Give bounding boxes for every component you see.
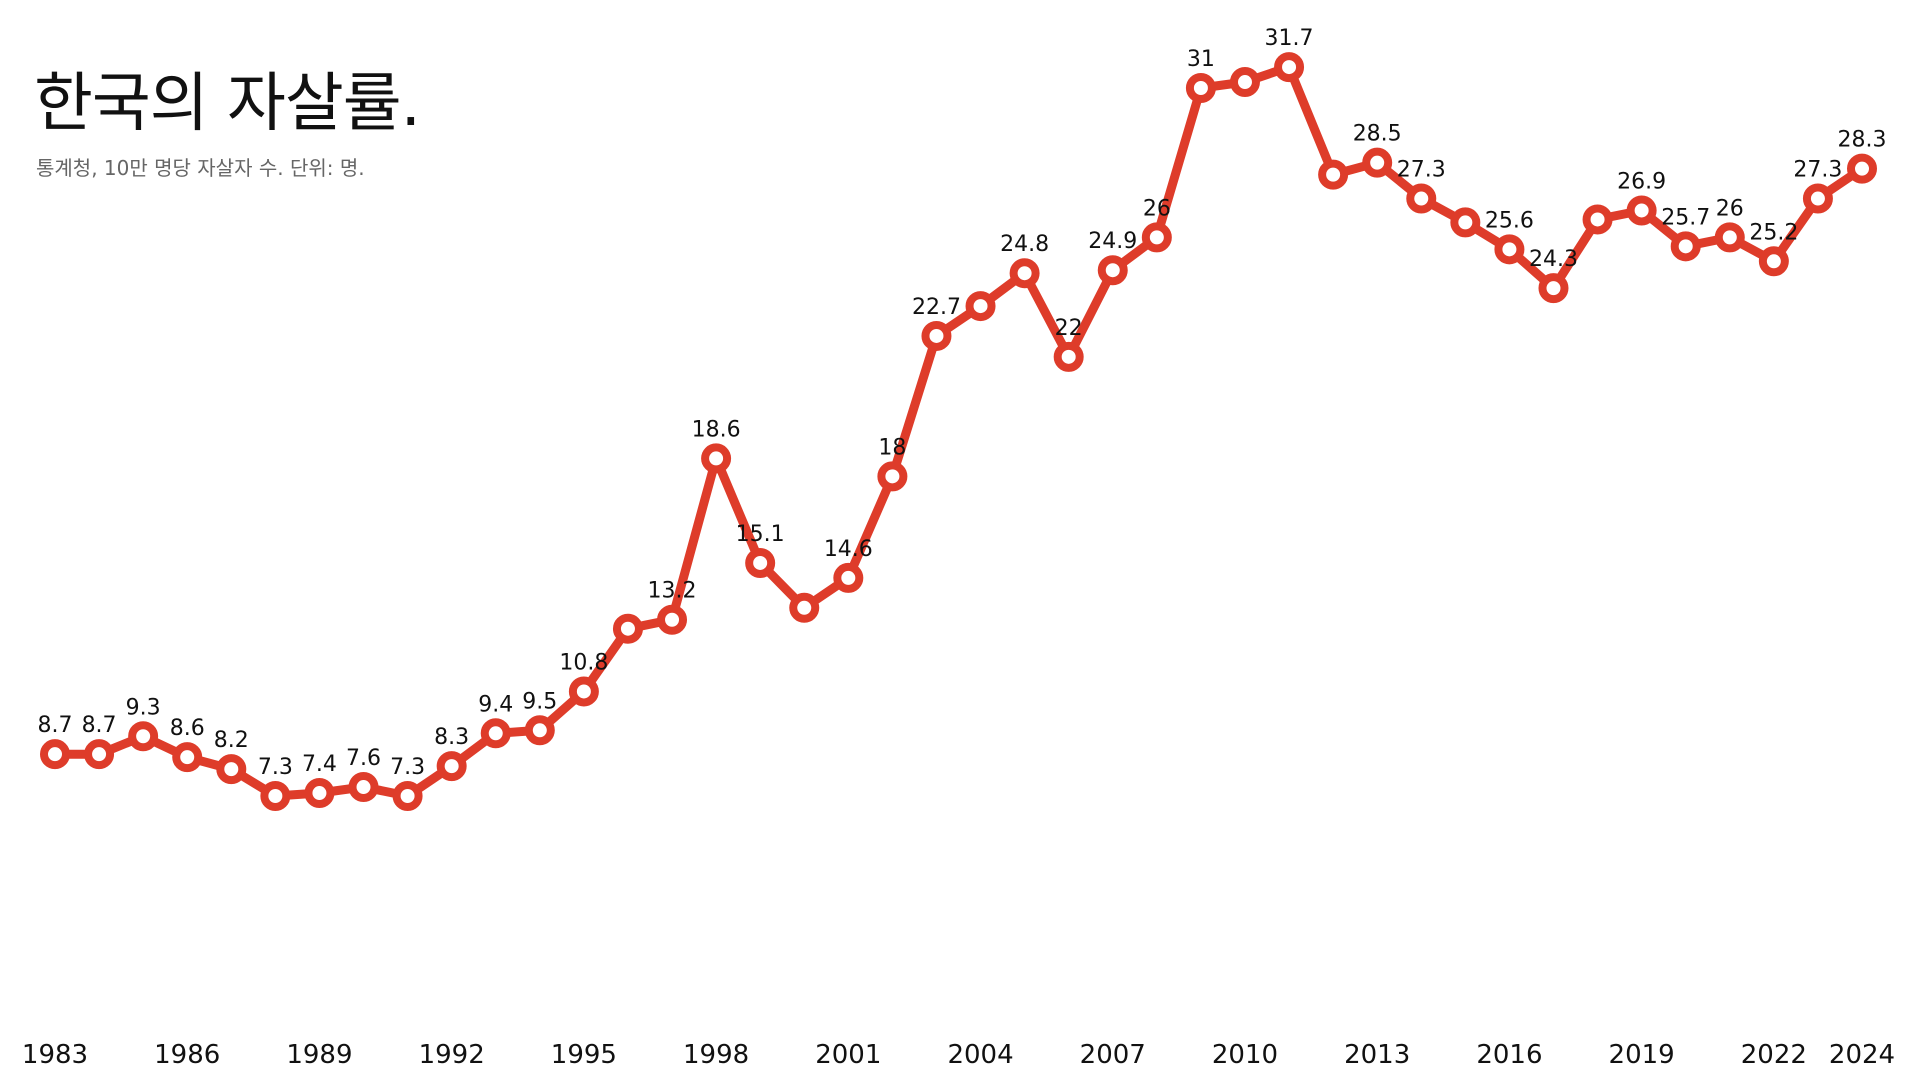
data-point-1984 [84,739,115,770]
data-point-1993 [480,718,511,749]
data-label-1989: 7.4 [302,752,337,777]
data-label-2020: 25.7 [1661,205,1710,230]
data-point-2001 [833,562,864,593]
data-point-1988 [260,781,291,811]
series-line [50,62,1867,801]
data-point-2006 [1053,341,1084,372]
data-labels: 8.7 8.7 9.3 8.6 8.2 7.3 7.4 7.6 7.3 8.3 9.4 9.510.8… [38,26,1887,780]
x-tick-2016: 2016 [1476,1040,1542,1070]
data-label-1997: 13.2 [648,579,697,604]
data-point-2010 [1229,67,1260,98]
data-label-1993: 9.4 [478,692,513,717]
data-label-1995: 10.8 [559,650,608,675]
data-label-1999: 15.1 [736,522,785,547]
x-tick-1983: 1983 [22,1040,88,1070]
data-label-2001: 14.6 [824,537,873,562]
data-point-2005 [1009,258,1040,289]
data-point-1983 [40,739,70,770]
data-point-2015 [1450,207,1481,238]
data-label-1994: 9.5 [522,689,557,714]
data-label-1987: 8.2 [214,728,249,753]
x-axis-ticks: 1983 1986 1989 1992 1995 1998 2001 2004 2007 2010… [22,1040,1895,1070]
data-point-2007 [1097,255,1128,286]
data-label-2021: 26 [1716,196,1744,221]
data-label-2023: 27.3 [1793,158,1842,183]
data-point-2018 [1582,204,1613,235]
data-label-1984: 8.7 [82,713,117,738]
data-point-2009 [1185,73,1216,103]
x-tick-1995: 1995 [551,1040,617,1070]
data-label-2007: 24.9 [1088,229,1137,254]
data-point-1991 [392,781,423,811]
data-point-1985 [128,721,159,752]
data-point-2021 [1714,222,1745,253]
data-label-1998: 18.6 [692,417,741,442]
data-point-1986 [172,742,203,773]
data-point-1996 [612,613,643,644]
data-label-2011: 31.7 [1265,26,1314,51]
x-tick-2019: 2019 [1609,1040,1675,1070]
x-tick-2024: 2024 [1829,1040,1895,1070]
series-markers [40,52,1877,811]
data-point-1990 [348,772,379,803]
data-label-1992: 8.3 [434,725,469,750]
data-point-2016 [1494,234,1525,265]
data-point-2024 [1847,153,1877,184]
x-tick-1992: 1992 [419,1040,485,1070]
x-tick-2007: 2007 [1080,1040,1146,1070]
data-point-2017 [1538,273,1569,304]
x-tick-2022: 2022 [1741,1040,1807,1070]
data-point-2023 [1802,183,1833,214]
chart-title: 한국의 자살률. [34,67,421,141]
data-point-2014 [1406,183,1437,214]
data-point-2011 [1274,52,1305,83]
data-label-2003: 22.7 [912,295,961,320]
x-tick-1989: 1989 [286,1040,352,1070]
data-label-2019: 26.9 [1617,169,1666,194]
data-label-2005: 24.8 [1000,232,1049,257]
data-point-1995 [568,676,599,707]
data-point-2020 [1670,231,1701,262]
data-point-1997 [657,604,688,635]
data-label-2008: 26 [1143,196,1171,221]
x-tick-1998: 1998 [683,1040,749,1070]
data-label-2009: 31 [1187,47,1215,72]
data-point-2008 [1141,222,1172,253]
data-point-2022 [1758,246,1789,277]
data-point-1999 [745,547,776,578]
data-point-2012 [1318,159,1349,190]
data-point-1987 [216,754,247,785]
data-label-1991: 7.3 [390,755,425,780]
data-point-2013 [1362,147,1393,178]
data-label-2006: 22 [1055,316,1083,341]
data-label-1986: 8.6 [170,716,205,741]
data-label-2016: 25.6 [1485,208,1534,233]
data-point-2003 [921,320,952,351]
chart-subtitle: 통계청, 10만 명당 자살자 수. 단위: 명. [36,156,365,180]
data-label-2014: 27.3 [1397,158,1446,183]
data-label-2022: 25.2 [1749,220,1798,245]
x-tick-2001: 2001 [815,1040,881,1070]
data-label-2013: 28.5 [1353,122,1402,147]
data-label-1983: 8.7 [38,713,73,738]
x-tick-2004: 2004 [947,1040,1013,1070]
x-tick-1986: 1986 [154,1040,220,1070]
data-point-1992 [436,751,467,782]
data-point-2004 [965,291,996,322]
data-point-1998 [701,443,732,474]
x-tick-2013: 2013 [1344,1040,1410,1070]
data-label-2017: 24.3 [1529,247,1578,272]
data-label-2024: 28.3 [1838,128,1887,153]
data-point-2000 [789,592,820,623]
data-label-1988: 7.3 [258,755,293,780]
data-label-1985: 9.3 [126,695,161,720]
data-point-1989 [304,778,335,809]
data-label-2002: 18 [878,435,906,460]
data-point-2002 [877,461,908,492]
data-label-1990: 7.6 [346,746,381,771]
data-point-1994 [524,715,555,746]
x-tick-2010: 2010 [1212,1040,1278,1070]
data-point-2019 [1626,195,1657,226]
